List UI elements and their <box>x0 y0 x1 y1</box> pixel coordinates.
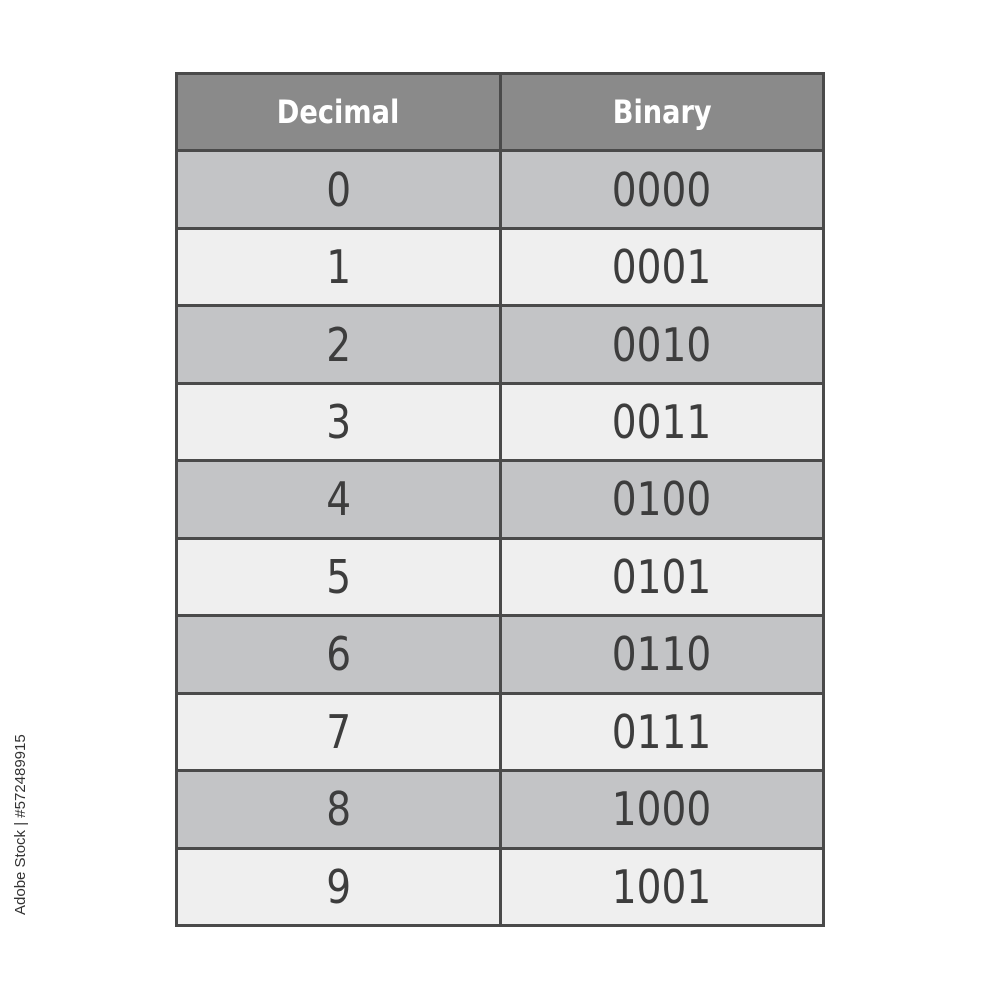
decimal-cell: 6 <box>178 617 499 692</box>
binary-cell: 0000 <box>501 152 822 227</box>
table-row: 4 0100 <box>178 462 822 537</box>
binary-cell: 1000 <box>501 772 822 847</box>
binary-cell: 0110 <box>501 617 822 692</box>
decimal-binary-table: Decimal Binary 0 0000 1 0001 2 0010 3 0011 4 0100… <box>175 72 825 927</box>
binary-cell: 0111 <box>501 694 822 770</box>
header-binary: Binary <box>501 75 822 150</box>
table-row: 3 0011 <box>178 384 822 460</box>
decimal-cell: 0 <box>178 152 499 227</box>
table-row: 1 0001 <box>178 229 822 305</box>
binary-cell: 0001 <box>501 229 822 305</box>
table-row: 0 0000 <box>178 152 822 227</box>
binary-cell: 0101 <box>501 539 822 615</box>
table-row: 8 1000 <box>178 772 822 847</box>
header-decimal: Decimal <box>178 75 499 150</box>
decimal-cell: 8 <box>178 772 499 847</box>
table-row: 2 0010 <box>178 307 822 382</box>
table-header-row: Decimal Binary <box>178 75 822 150</box>
table-row: 7 0111 <box>178 694 822 770</box>
decimal-cell: 9 <box>178 849 499 924</box>
decimal-cell: 2 <box>178 307 499 382</box>
decimal-cell: 4 <box>178 462 499 537</box>
table-row: 6 0110 <box>178 617 822 692</box>
decimal-cell: 3 <box>178 384 499 460</box>
binary-cell: 0010 <box>501 307 822 382</box>
binary-cell: 0100 <box>501 462 822 537</box>
binary-cell: 0011 <box>501 384 822 460</box>
decimal-cell: 7 <box>178 694 499 770</box>
binary-cell: 1001 <box>501 849 822 924</box>
decimal-cell: 5 <box>178 539 499 615</box>
table-row: 5 0101 <box>178 539 822 615</box>
table-row: 9 1001 <box>178 849 822 924</box>
decimal-cell: 1 <box>178 229 499 305</box>
stock-id-watermark: Adobe Stock | #572489915 <box>12 734 29 915</box>
